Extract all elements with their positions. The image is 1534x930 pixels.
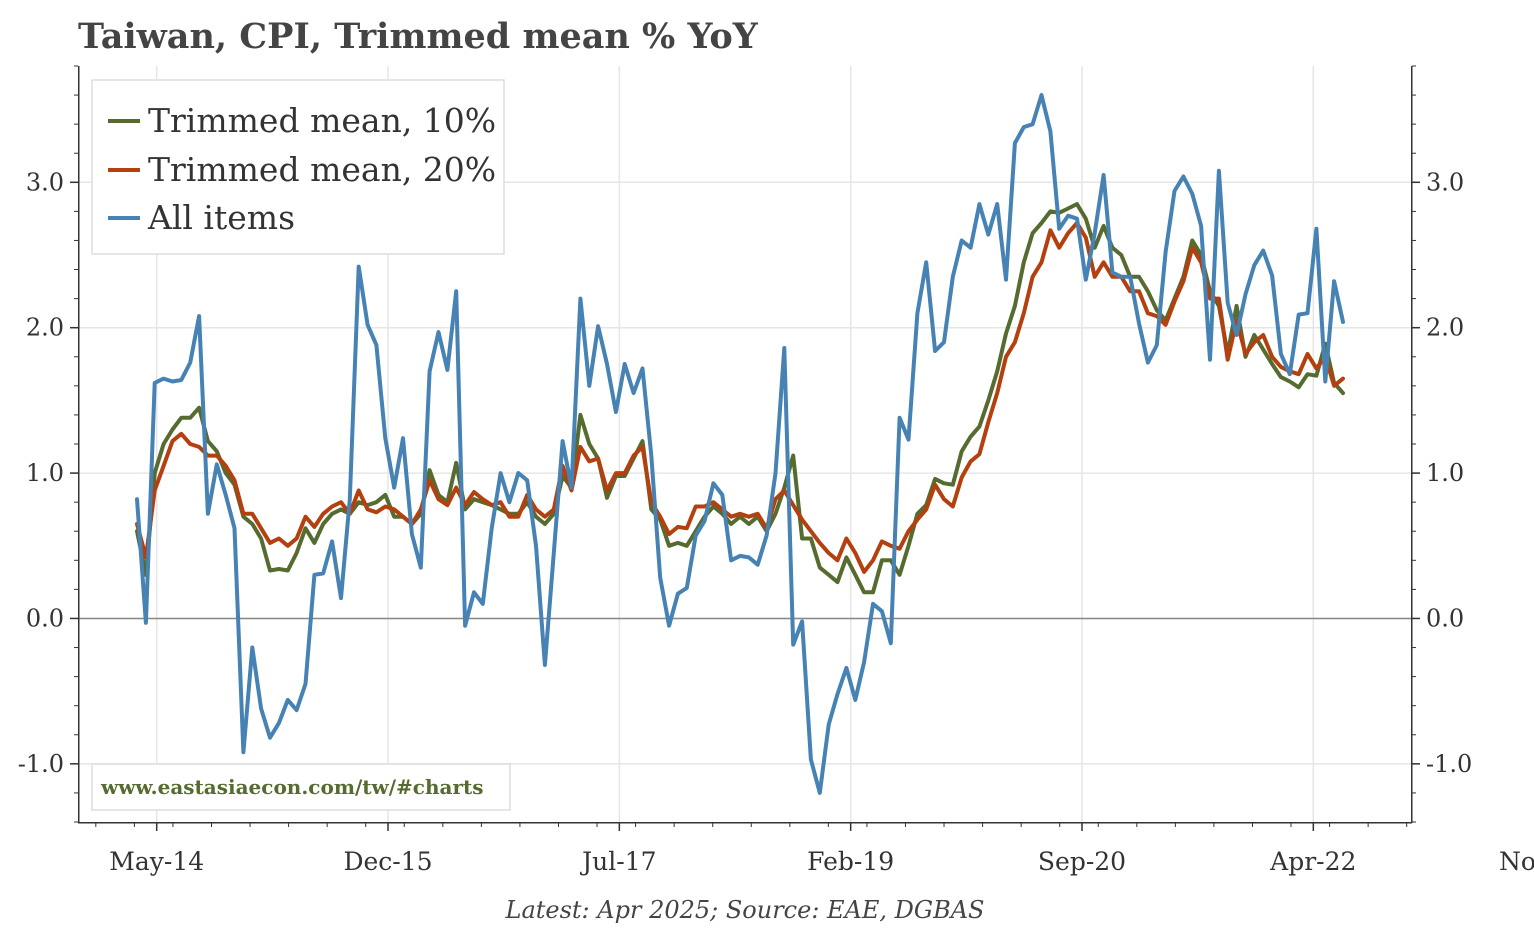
- series-line-0: [135, 202, 1345, 595]
- plot-frame-right: [1411, 66, 1413, 823]
- x-tick-label: Nov-23: [1499, 847, 1534, 876]
- y-tick-label-right: 1.0: [1426, 459, 1464, 487]
- watermark-box: www.eastasiaecon.com/tw/#charts: [91, 763, 511, 811]
- watermark-text: www.eastasiaecon.com/tw/#charts: [100, 775, 484, 799]
- x-tick-label: Dec-15: [343, 847, 432, 876]
- x-tick-label: Jul-17: [579, 847, 656, 876]
- y-tick-label-right: 2.0: [1426, 314, 1464, 342]
- x-axis: May-14 Dec-15 Jul-17 Feb-19 Sep-20 Apr-22 Nov-…: [95, 822, 1534, 876]
- x-tick-label: May-14: [109, 847, 204, 876]
- chart-footer: Latest: Apr 2025; Source: EAE, DGBAS: [505, 896, 985, 924]
- y-tick-label-left: 3.0: [26, 168, 64, 196]
- plot-frame-left: [78, 66, 80, 823]
- legend-box: [91, 79, 505, 255]
- y-tick-label-right: 0.0: [1426, 604, 1464, 632]
- legend: Trimmed mean, 10% Trimmed mean, 20% All …: [91, 79, 505, 255]
- y-tick-label-left: 0.0: [26, 604, 64, 632]
- legend-label-trimmed-20: Trimmed mean, 20%: [148, 150, 496, 189]
- watermark-frame: [91, 763, 511, 811]
- y-tick-label-right: 3.0: [1426, 168, 1464, 196]
- y-tick-label-left: 1.0: [26, 459, 64, 487]
- plot-frame-bottom: [78, 822, 1412, 824]
- x-tick-label: Sep-20: [1038, 847, 1126, 876]
- legend-label-trimmed-10: Trimmed mean, 10%: [148, 101, 496, 140]
- series-line-2: [135, 93, 1345, 795]
- y-axis-right: -1.0 0.0 1.0 2.0 3.0: [1412, 65, 1472, 823]
- y-axis-left: -1.0 0.0 1.0 2.0 3.0: [18, 65, 78, 823]
- y-tick-label-left: 2.0: [26, 314, 64, 342]
- series-lines: [135, 93, 1345, 795]
- chart-title: Taiwan, CPI, Trimmed mean % YoY: [78, 16, 759, 57]
- x-tick-label: Feb-19: [807, 847, 894, 876]
- y-tick-label-left: -1.0: [18, 750, 64, 778]
- series-line-1: [135, 221, 1345, 574]
- y-tick-label-right: -1.0: [1426, 750, 1472, 778]
- legend-label-all-items: All items: [147, 198, 295, 237]
- x-tick-label: Apr-22: [1269, 847, 1356, 876]
